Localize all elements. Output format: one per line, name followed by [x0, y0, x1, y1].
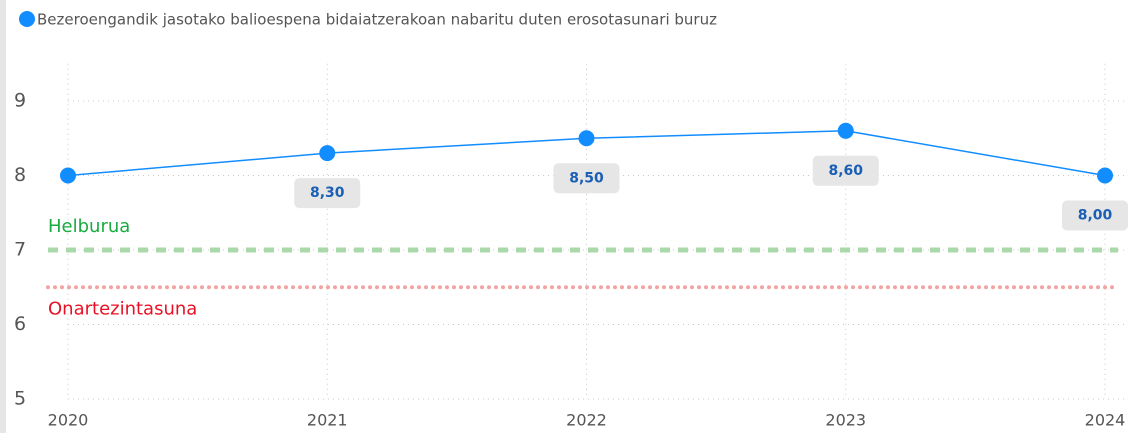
data-label-box — [553, 163, 620, 194]
y-tick-label: 5 — [14, 388, 26, 410]
side-strip — [0, 0, 6, 433]
data-label-box — [294, 178, 361, 209]
data-label: 8,60 — [828, 163, 863, 179]
data-label-box — [812, 155, 879, 186]
y-tick-label: 8 — [14, 164, 26, 186]
data-point — [578, 130, 595, 147]
data-point — [319, 145, 336, 162]
data-label: 8,00 — [1078, 208, 1113, 224]
x-tick-label: 2023 — [825, 411, 866, 430]
x-tick-label: 2022 — [566, 411, 607, 430]
data-label: 8,30 — [310, 185, 345, 201]
reference-label: Onartezintasuna — [48, 298, 197, 319]
x-tick-label: 2020 — [48, 411, 89, 430]
y-tick-label: 7 — [14, 239, 26, 261]
x-tick-label: 2021 — [307, 411, 348, 430]
data-label-box — [1062, 200, 1128, 231]
data-label: 8,50 — [569, 170, 604, 186]
data-point — [837, 122, 854, 139]
data-point — [1097, 167, 1113, 184]
data-point — [60, 167, 76, 184]
x-tick-label: 2024 — [1085, 411, 1126, 430]
y-tick-label: 6 — [14, 313, 26, 335]
legend-marker — [19, 11, 35, 27]
y-tick-label: 9 — [14, 90, 26, 112]
legend-label: Bezeroengandik jasotako balioespena bida… — [37, 11, 717, 29]
reference-label: Helburua — [48, 216, 130, 237]
